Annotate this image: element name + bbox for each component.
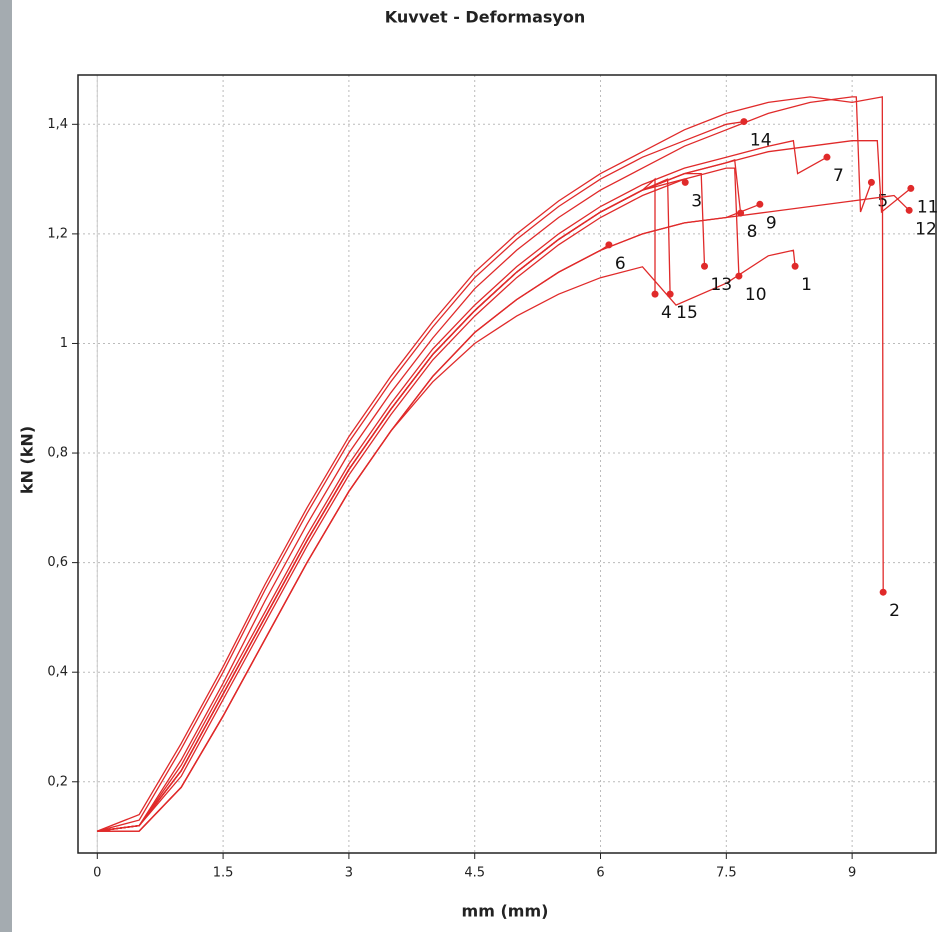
y-axis-title: kN (kN) <box>18 426 37 494</box>
end-point <box>651 290 659 298</box>
series-line <box>97 178 671 832</box>
x-tick-label: 7.5 <box>716 866 737 881</box>
series-line <box>97 139 828 832</box>
end-point <box>907 184 915 192</box>
end-point <box>756 200 764 208</box>
end-point <box>791 262 799 270</box>
x-tick-label: 6 <box>596 866 604 881</box>
edge-shadow <box>0 0 12 932</box>
end-label: 3 <box>691 191 702 211</box>
series-line <box>97 194 910 832</box>
end-point <box>740 118 748 126</box>
x-tick-label: 0 <box>93 866 101 881</box>
chart-title: Kuvvet - Deformasyon <box>385 8 585 27</box>
end-point <box>681 178 689 186</box>
end-point <box>666 290 674 298</box>
y-tick-label: 0,6 <box>47 555 68 570</box>
end-label: 10 <box>745 285 767 305</box>
end-label: 14 <box>750 131 772 151</box>
x-tick-label: 9 <box>848 866 856 881</box>
end-label: 2 <box>889 601 900 621</box>
end-label: 4 <box>661 303 672 323</box>
y-tick-label: 0,4 <box>47 665 68 680</box>
y-tick-label: 1 <box>60 336 68 351</box>
end-label: 12 <box>915 219 937 239</box>
end-point <box>879 588 887 596</box>
x-axis-title: mm (mm) <box>462 902 549 921</box>
end-label: 15 <box>676 303 698 323</box>
x-tick-label: 1.5 <box>213 866 234 881</box>
end-label: 1 <box>801 275 812 295</box>
end-label: 9 <box>766 213 777 233</box>
y-tick-label: 0,8 <box>47 446 68 461</box>
series-line <box>97 96 873 832</box>
y-tick-label: 1,2 <box>47 226 68 241</box>
end-label: 5 <box>877 191 888 211</box>
end-point <box>905 206 913 214</box>
series-line <box>97 120 744 832</box>
end-label: 13 <box>711 275 733 295</box>
end-label: 11 <box>917 197 939 217</box>
end-label: 6 <box>615 254 626 274</box>
end-point <box>867 178 875 186</box>
y-tick-label: 1,4 <box>47 117 68 132</box>
plot-frame <box>77 74 937 854</box>
x-tick-label: 3 <box>345 866 353 881</box>
end-point <box>701 262 709 270</box>
end-point <box>735 272 743 280</box>
series-line <box>97 167 740 832</box>
series-line <box>97 96 884 832</box>
y-tick-label: 0,2 <box>47 774 68 789</box>
end-label: 8 <box>747 222 758 242</box>
x-tick-label: 4.5 <box>464 866 485 881</box>
end-label: 7 <box>833 166 844 186</box>
end-point <box>823 153 831 161</box>
